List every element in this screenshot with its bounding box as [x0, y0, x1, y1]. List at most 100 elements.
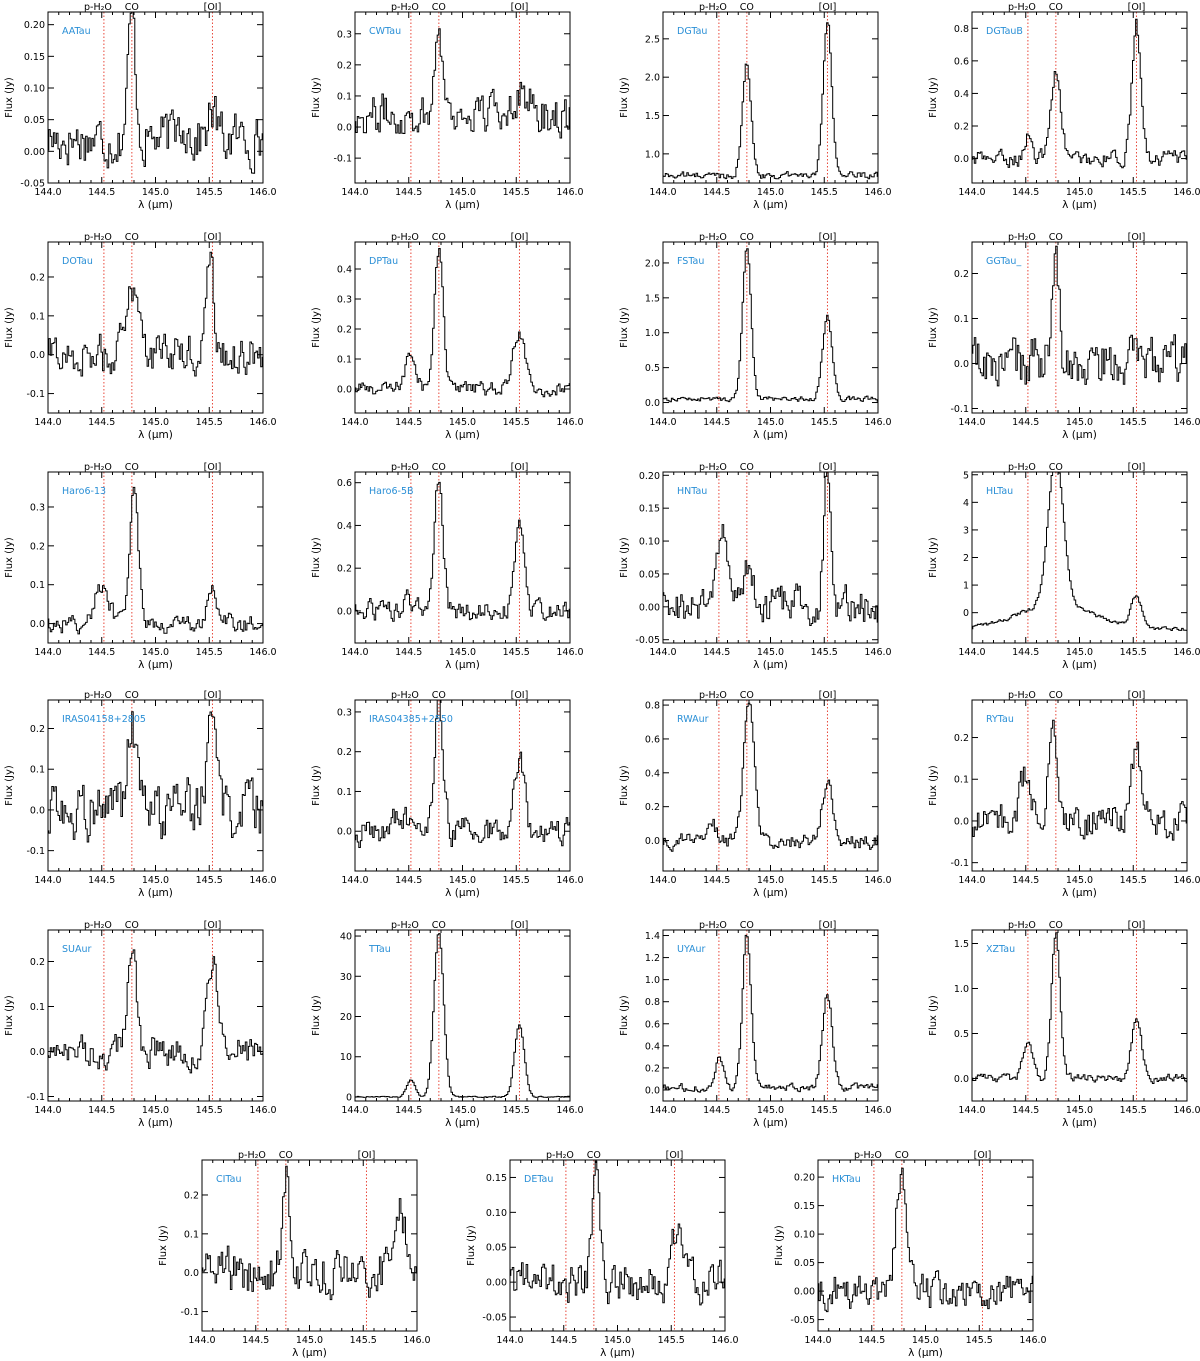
x-axis-label: λ (μm) — [138, 1117, 173, 1129]
ph2o-line-label: p-H₂O — [391, 690, 419, 701]
x-tick-label: 144.0 — [649, 875, 676, 886]
x-tick-label: 144.5 — [1012, 417, 1039, 428]
x-tick-label: 145.5 — [350, 1335, 377, 1346]
y-tick-label: 0.1 — [337, 787, 352, 798]
plot-frame — [662, 241, 879, 414]
ph2o-line-label: p-H₂O — [546, 1150, 574, 1161]
ph2o-line-label: p-H₂O — [699, 920, 727, 931]
spectrum-line — [355, 248, 570, 398]
x-tick-label: 146.0 — [1019, 1335, 1046, 1346]
x-tick-label: 146.0 — [711, 1335, 738, 1346]
y-axis-label: Flux (Jy) — [619, 765, 630, 806]
spectrum-line — [202, 1165, 417, 1301]
x-tick-label: 145.5 — [1120, 1105, 1147, 1116]
y-axis-label: Flux (Jy) — [928, 77, 939, 118]
y-tick-label: 1.0 — [645, 149, 660, 160]
x-tick-label: 145.5 — [811, 1105, 838, 1116]
x-axis-label: λ (μm) — [138, 199, 173, 211]
x-axis-label: λ (μm) — [445, 429, 480, 441]
spectrum-line — [663, 248, 878, 403]
x-tick-label: 144.0 — [341, 1105, 368, 1116]
x-axis-label: λ (μm) — [292, 1347, 327, 1359]
x-axis-label: λ (μm) — [445, 199, 480, 211]
x-tick-label: 144.5 — [1012, 1105, 1039, 1116]
x-tick-label: 145.0 — [912, 1335, 939, 1346]
y-tick-label: 0.1 — [30, 1002, 45, 1013]
x-tick-label: 146.0 — [1173, 647, 1200, 658]
ph2o-line-label: p-H₂O — [84, 232, 112, 243]
star-name-label: DETau — [524, 1174, 553, 1185]
y-tick-label: 0.3 — [337, 707, 352, 718]
y-axis-label: Flux (Jy) — [4, 537, 15, 578]
x-tick-label: 145.5 — [503, 1105, 530, 1116]
x-tick-label: 145.5 — [196, 875, 223, 886]
y-tick-label: 0.1 — [30, 580, 45, 591]
y-tick-label: 10 — [340, 1052, 352, 1063]
x-axis-label: λ (μm) — [1062, 429, 1097, 441]
oi-line-label: [OI] — [819, 2, 837, 13]
x-tick-label: 145.5 — [196, 647, 223, 658]
x-tick-label: 144.0 — [341, 417, 368, 428]
y-tick-label: -0.1 — [333, 154, 352, 165]
x-tick-label: 145.5 — [811, 187, 838, 198]
y-tick-label: 0.10 — [794, 1230, 815, 1241]
plot-frame — [354, 471, 571, 644]
star-name-label: CWTau — [369, 26, 401, 37]
x-tick-label: 144.5 — [395, 875, 422, 886]
x-tick-label: 146.0 — [556, 1105, 583, 1116]
star-name-label: AATau — [62, 26, 91, 37]
x-tick-label: 144.5 — [703, 875, 730, 886]
spectrum-line — [355, 481, 570, 622]
ph2o-line-label: p-H₂O — [391, 462, 419, 473]
oi-line-label: [OI] — [358, 1150, 376, 1161]
y-tick-label: 0.3 — [337, 29, 352, 40]
spectrum-line — [663, 22, 878, 180]
spectrum-line — [972, 472, 1187, 631]
ph2o-line-label: p-H₂O — [238, 1150, 266, 1161]
y-tick-label: 0.2 — [954, 733, 969, 744]
star-name-label: HKTau — [832, 1174, 861, 1185]
x-axis-label: λ (μm) — [138, 429, 173, 441]
x-tick-label: 144.5 — [858, 1335, 885, 1346]
y-tick-label: 0.15 — [794, 1201, 815, 1212]
co-line-label: CO — [1049, 920, 1063, 931]
co-line-label: CO — [432, 2, 446, 13]
x-tick-label: 146.0 — [403, 1335, 430, 1346]
x-tick-label: 144.0 — [34, 875, 61, 886]
x-tick-label: 144.5 — [88, 1105, 115, 1116]
oi-line-label: [OI] — [204, 462, 222, 473]
star-name-label: IRAS04158+2805 — [62, 714, 146, 725]
x-tick-label: 145.5 — [196, 1105, 223, 1116]
y-tick-label: 0.0 — [337, 827, 352, 838]
y-tick-label: 0.0 — [645, 1085, 660, 1096]
star-name-label: DGTauB — [986, 26, 1023, 37]
y-tick-label: 0.05 — [639, 569, 660, 580]
y-axis-label: Flux (Jy) — [928, 307, 939, 348]
y-tick-label: 0.1 — [954, 314, 969, 325]
y-tick-label: 0.1 — [184, 1229, 199, 1240]
x-axis-label: λ (μm) — [138, 887, 173, 899]
x-tick-label: 144.5 — [88, 647, 115, 658]
spectrum-panel-haro6-5b: 144.0 144.5 145.0 145.5 146.0 0.0 0.2 0.4 0.6 λ (… — [311, 462, 584, 671]
ph2o-line-label: p-H₂O — [84, 462, 112, 473]
spectrum-line — [818, 1167, 1033, 1313]
y-tick-label: 0.0 — [30, 805, 45, 816]
star-name-label: DPTau — [369, 256, 398, 267]
co-line-label: CO — [125, 232, 139, 243]
spectrum-line — [355, 700, 570, 848]
y-tick-label: -0.1 — [26, 846, 45, 857]
y-tick-label: 0.1 — [337, 355, 352, 366]
y-axis-label: Flux (Jy) — [311, 77, 322, 118]
co-line-label: CO — [1049, 232, 1063, 243]
spectrum-line — [972, 719, 1187, 841]
co-line-label: CO — [740, 2, 754, 13]
x-tick-label: 144.0 — [958, 647, 985, 658]
x-axis-label: λ (μm) — [753, 1117, 788, 1129]
co-line-label: CO — [740, 920, 754, 931]
ph2o-line-label: p-H₂O — [699, 462, 727, 473]
spectrum-line — [663, 702, 878, 852]
plot-frame — [47, 699, 264, 872]
y-tick-label: 0.0 — [30, 1047, 45, 1058]
y-tick-label: 0.1 — [30, 311, 45, 322]
plot-frame — [354, 699, 571, 872]
